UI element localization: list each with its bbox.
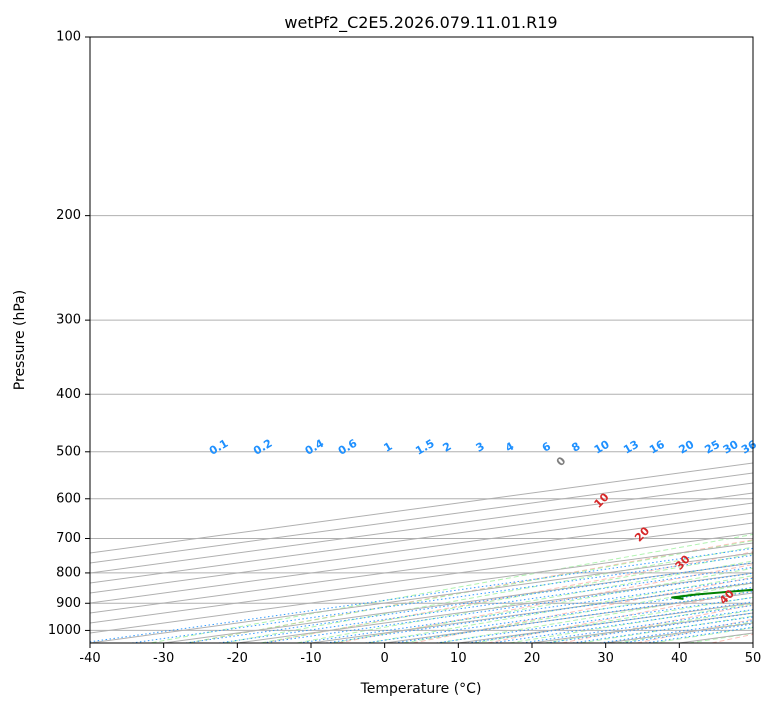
- x-tick-label: -20: [227, 651, 248, 666]
- x-tick-label: 0: [381, 651, 389, 666]
- isotherm-line: [90, 502, 753, 594]
- y-axis-ticks: 100 200 300 400 500 600 700 800 900 1000: [48, 30, 90, 638]
- isotherm-line: [90, 512, 753, 604]
- chart-title: wetPf2_C2E5.2026.079.11.01.R19: [284, 13, 557, 33]
- isotherm-line: [90, 472, 753, 564]
- y-tick-label: 800: [56, 565, 81, 580]
- isotherm-line: [90, 492, 753, 584]
- isotherm-line: [90, 462, 753, 554]
- mixing-ratio-line: [492, 604, 753, 643]
- y-axis-label: Pressure (hPa): [12, 290, 28, 390]
- y-tick-label: 500: [56, 444, 81, 459]
- moist-adiabat-line: [329, 567, 753, 643]
- x-tick-label: 50: [745, 651, 762, 666]
- x-axis-ticks: -40 -30 -20 -10 0 10 20 30 40 50: [79, 643, 761, 666]
- moist-adiabat-line: [400, 582, 753, 643]
- isotherm-line: [90, 522, 753, 614]
- y-tick-label: 700: [56, 531, 81, 546]
- y-tick-label: 300: [56, 313, 81, 328]
- x-tick-label: 10: [450, 651, 467, 666]
- dry-adiabat-line: [188, 539, 753, 643]
- y-tick-label: 200: [56, 208, 81, 223]
- x-tick-label: 40: [671, 651, 688, 666]
- mixing-ratio-line: [131, 554, 753, 643]
- y-tick-label: 400: [56, 387, 81, 402]
- x-tick-label: -30: [153, 651, 174, 666]
- x-tick-label: -10: [300, 651, 321, 666]
- moist-adiabat-line: [293, 560, 753, 643]
- background-lines: [90, 37, 753, 643]
- x-tick-label: -40: [79, 651, 100, 666]
- y-tick-label: 100: [56, 30, 81, 45]
- mixing-ratio-line: [436, 596, 753, 643]
- plot-frame: [89, 36, 754, 644]
- mixing-ratio-line: [90, 547, 753, 643]
- mixing-ratio-line: [467, 601, 753, 643]
- isotherm-line: [90, 532, 753, 624]
- y-tick-label: 1000: [48, 623, 81, 638]
- mixing-ratio-line: [546, 612, 753, 643]
- mixing-ratio-line: [522, 609, 753, 643]
- x-tick-label: 30: [597, 651, 614, 666]
- isotherm-line: [90, 482, 753, 574]
- x-tick-label: 20: [524, 651, 541, 666]
- y-tick-label: 900: [56, 596, 81, 611]
- x-axis-label: Temperature (°C): [360, 681, 482, 697]
- y-tick-label: 600: [56, 491, 81, 506]
